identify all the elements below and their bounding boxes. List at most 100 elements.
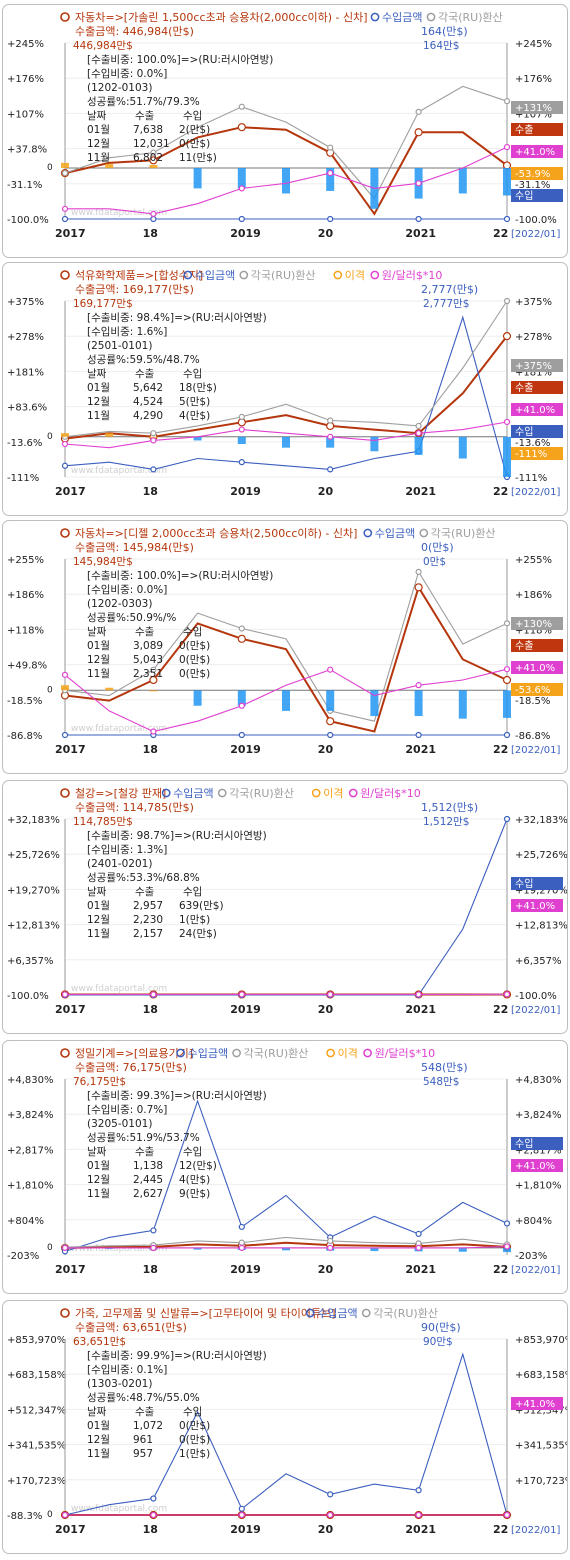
y-tick-label: +25,726% — [7, 850, 60, 861]
table-cell: 01월 — [87, 382, 110, 394]
gap-bar — [282, 436, 290, 448]
title-marker-icon — [60, 270, 70, 280]
data-point — [502, 675, 512, 685]
data-point — [61, 731, 69, 739]
legend-label: 각국(RU)환산 — [244, 1047, 309, 1060]
zero-label: 0 — [47, 163, 53, 173]
title-marker-icon — [60, 12, 70, 22]
info-line: [수출비중: 99.9%]=>(RU:러시아연방) — [87, 1350, 267, 1362]
table-cell: 2(만$) — [179, 124, 210, 136]
export-amount: 수출금액: 169,177(만$) — [75, 283, 194, 296]
legend-label: 각국(RU)환산 — [373, 1307, 438, 1320]
import-value: 548만$ — [423, 1076, 459, 1088]
gap-bar — [105, 163, 114, 168]
legend-label: 원/달러$*10 — [360, 787, 421, 800]
y-tick-label-right: +12,813% — [515, 921, 567, 932]
data-point — [238, 991, 245, 998]
legend-label: 원/달러$*10 — [375, 1047, 436, 1060]
legend-marker-icon — [239, 270, 249, 280]
data-point — [150, 210, 157, 217]
table-header: 수입 — [183, 1145, 202, 1158]
y-tick-label-right: -203% — [515, 1251, 547, 1262]
data-point — [415, 991, 422, 998]
y-tick-label-right: +512,347% — [515, 1405, 567, 1416]
gap-bar — [105, 433, 114, 437]
table-cell: 4,290 — [133, 410, 163, 422]
chart-panel: 석유화학제품=>[합성수지] 수입금액 각국(RU)환산 이격 원/달러$*10 수출금액… — [2, 262, 568, 516]
y-tick-label: -100.0% — [7, 991, 49, 1002]
y-tick-label: +170,723% — [7, 1476, 66, 1487]
chart-title: 정밀기계=>[의료용기기] — [75, 1047, 193, 1060]
info-line: (2401-0201) — [87, 858, 152, 870]
data-point — [238, 413, 245, 420]
badge-label: 수출 — [515, 640, 533, 652]
badge-label: +41.0% — [515, 663, 555, 674]
y-tick-label-right: -13.6% — [515, 438, 550, 449]
data-point — [61, 1244, 69, 1252]
table-cell: 01월 — [87, 1420, 110, 1432]
x-tick-label: 22 — [493, 743, 508, 756]
table-header: 수출 — [135, 886, 155, 898]
table-cell: 12월 — [87, 1434, 110, 1446]
gap-bar — [503, 167, 511, 196]
table-cell: 12월 — [87, 138, 110, 150]
data-point — [503, 98, 511, 105]
x-tick-label: 2021 — [405, 485, 436, 498]
table-cell: 5(만$) — [179, 396, 210, 408]
table-header: 수입 — [183, 367, 202, 380]
table-header: 날짜 — [87, 886, 107, 898]
table-cell: 2,230 — [133, 914, 163, 926]
x-tick-label: 2019 — [230, 485, 261, 498]
legend-marker-icon — [419, 528, 429, 538]
table-header: 수출 — [135, 1406, 155, 1418]
table-cell: 2,957 — [133, 900, 163, 912]
gap-bar — [61, 685, 69, 691]
chart-svg: 정밀기계=>[의료용기기]수입금액 각국(RU)환산 이격 원/달러$*10 수출금액:… — [7, 1047, 563, 1276]
data-point — [150, 666, 157, 673]
gap-bar — [237, 167, 246, 189]
table-cell: 12월 — [87, 654, 110, 666]
gap-bar — [282, 1247, 290, 1251]
table-cell: 12,031 — [133, 138, 170, 150]
badge-label: 수입 — [515, 1137, 533, 1150]
table-cell: 01월 — [87, 124, 110, 136]
gap-bar — [237, 690, 246, 706]
date-tag: [2022/01] — [511, 229, 560, 240]
table-cell: 957 — [133, 1448, 153, 1460]
data-point — [503, 815, 511, 823]
zero-label: 0 — [47, 685, 53, 695]
gap-bar — [326, 167, 335, 191]
table-cell: 11월 — [87, 410, 110, 422]
series-line — [64, 668, 508, 733]
data-point — [415, 108, 422, 115]
gap-bar — [61, 162, 69, 168]
value-badge — [511, 683, 563, 696]
data-point — [503, 991, 511, 998]
table-header: 날짜 — [87, 368, 107, 380]
y-tick-label: +804% — [7, 1216, 44, 1227]
zero-label: 0 — [47, 1243, 53, 1253]
value-badge — [511, 381, 563, 394]
data-point — [238, 103, 245, 110]
chart-title: 자동차=>[가솔린 1,500cc초과 승용차(2,000cc이하) - 신차] — [75, 10, 368, 24]
export-amount: 수출금액: 145,984(만$) — [75, 541, 194, 554]
y-tick-label: +12,813% — [7, 921, 60, 932]
chart-panel: 자동차=>[가솔린 1,500cc초과 승용차(2,000cc이하) - 신차]… — [2, 4, 568, 258]
value-badge — [511, 1397, 563, 1410]
value-badge — [511, 403, 563, 416]
badge-label: 수입 — [515, 425, 533, 438]
gap-bar — [105, 687, 114, 691]
info-line: 성공률%:59.5%/48.7% — [87, 354, 200, 366]
legend-label: 각국(RU)환산 — [251, 269, 316, 282]
chart-svg: 철강=>[철강 판재] 수입금액 각국(RU)환산 이격 원/달러$*10 수출금액: 1… — [7, 787, 567, 1016]
badge-label: +41.0% — [515, 901, 555, 912]
import-amount: 548(만$) — [421, 1061, 468, 1074]
data-point — [238, 426, 245, 433]
legend-marker-icon — [361, 1308, 371, 1318]
table-cell: 0(만$) — [179, 138, 210, 150]
gap-bar — [237, 436, 246, 445]
data-point — [150, 1495, 157, 1502]
data-point — [327, 666, 334, 673]
gap-bar — [458, 436, 467, 459]
table-cell: 7,638 — [133, 124, 163, 136]
